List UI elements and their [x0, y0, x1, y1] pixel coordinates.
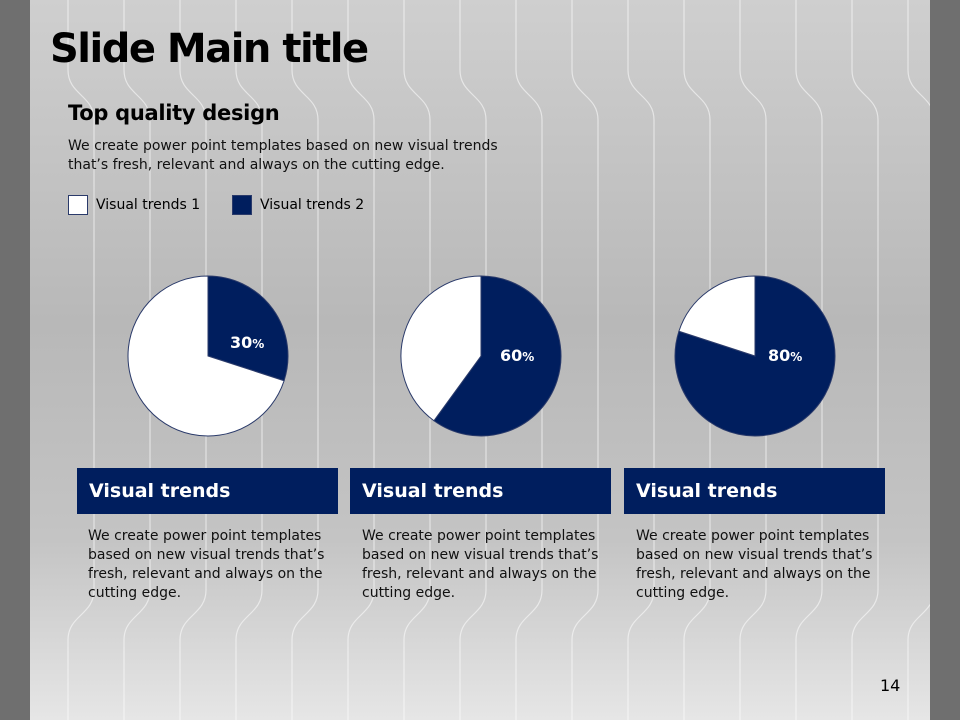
- card-heading-1: Visual trends: [89, 480, 231, 502]
- background-line: [851, 0, 879, 720]
- pie-3-slice-2: [678, 275, 756, 357]
- background-line: [347, 0, 375, 720]
- card-header-3: Visual trends: [624, 468, 885, 514]
- pie-2-unit: %: [522, 350, 534, 364]
- section-description: We create power point templates based on…: [68, 138, 498, 173]
- background-line: [67, 0, 95, 720]
- background-line: [291, 0, 319, 720]
- pie-1-data-label: 30%: [230, 333, 264, 352]
- background-line: [627, 0, 655, 720]
- card-header-1: Visual trends: [77, 468, 338, 514]
- legend-swatch-1: [68, 195, 88, 215]
- card-header-2: Visual trends: [350, 468, 611, 514]
- legend-swatch-2: [232, 195, 252, 215]
- legend-label-2: Visual trends 2: [260, 197, 365, 213]
- card-heading-3: Visual trends: [636, 480, 778, 502]
- pie-3-data-label: 80%: [768, 346, 802, 365]
- pie-1-slice-1: [207, 275, 289, 382]
- card-text-3: We create power point templates based on…: [636, 528, 873, 601]
- pie-2-slice-2: [400, 275, 482, 422]
- section-subtitle: Top quality design: [68, 101, 280, 125]
- card-text-1: We create power point templates based on…: [88, 528, 325, 601]
- page-number: 14: [880, 676, 901, 695]
- slide-title: Slide Main title: [50, 26, 369, 72]
- legend-label-1: Visual trends 1: [96, 197, 201, 213]
- pie-1-slice-2: [127, 275, 285, 437]
- pie-2-slice-1: [433, 275, 562, 437]
- card-heading-2: Visual trends: [362, 480, 504, 502]
- background-line: [907, 0, 930, 720]
- pie-2-data-label: 60%: [500, 346, 534, 365]
- pie-3-unit: %: [790, 350, 802, 364]
- card-text-2: We create power point templates based on…: [362, 528, 599, 601]
- pie-1-unit: %: [252, 337, 264, 351]
- pie-charts: 30% 60% 80%: [127, 275, 836, 437]
- slide: Slide Main title Top quality design We c…: [30, 0, 930, 720]
- background-line: [571, 0, 599, 720]
